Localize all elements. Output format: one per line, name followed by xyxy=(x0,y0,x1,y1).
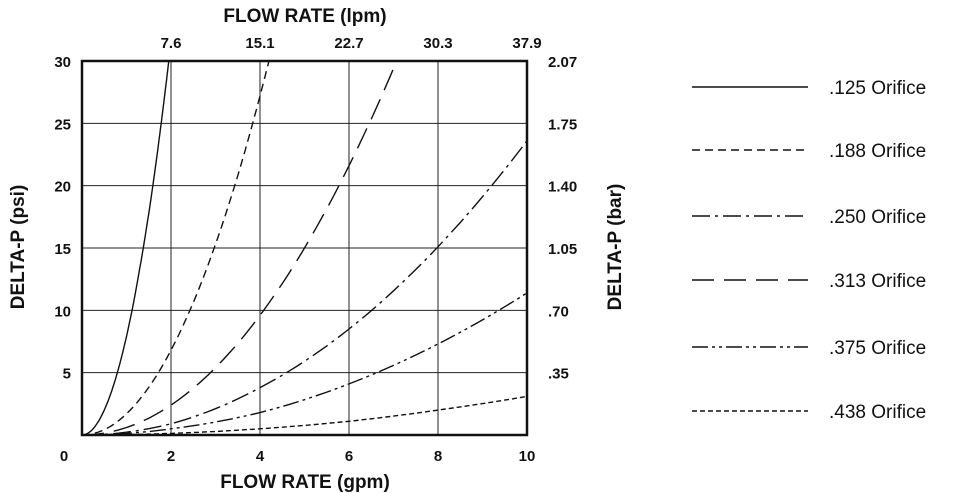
x-tick-label-top: 22.7 xyxy=(334,35,363,52)
series-line xyxy=(82,292,527,435)
x-tick-label-bottom: 2 xyxy=(167,448,175,465)
grid-lines xyxy=(82,61,527,435)
x-tick-label-top: 15.1 xyxy=(245,35,274,52)
y-tick-label-left: 15 xyxy=(54,241,71,258)
right-axis-title: DELTA-P (bar) xyxy=(605,184,626,311)
legend-label: .188 Orifice xyxy=(829,141,926,162)
x-tick-label-bottom: 4 xyxy=(256,448,265,465)
x-tick-label-bottom: 0 xyxy=(60,448,68,465)
tick-labels: 0 2 4 6 8 10 7.6 15.1 22.7 30.3 37.9 5 10 15 20 25 30 .35… xyxy=(54,35,577,465)
y-tick-label-left: 20 xyxy=(54,179,71,196)
y-tick-label-left: 30 xyxy=(54,54,71,71)
legend-label: .250 Orifice xyxy=(829,207,926,228)
y-tick-label-right: .35 xyxy=(548,366,569,383)
y-tick-label-right: .70 xyxy=(548,303,569,320)
left-axis-title: DELTA-P (psi) xyxy=(8,185,29,310)
series-line xyxy=(82,140,527,435)
y-tick-label-left: 10 xyxy=(54,303,71,320)
legend-label: .375 Orifice xyxy=(829,338,926,359)
x-tick-label-bottom: 10 xyxy=(519,448,536,465)
series-line xyxy=(82,61,170,435)
legend-label: .125 Orifice xyxy=(829,78,926,99)
legend-label: .313 Orifice xyxy=(829,271,926,292)
top-axis-title: FLOW RATE (lpm) xyxy=(223,6,386,27)
x-tick-label-bottom: 8 xyxy=(434,448,442,465)
y-tick-label-right: 2.07 xyxy=(548,54,577,71)
x-tick-label-bottom: 6 xyxy=(345,448,353,465)
plot-frame xyxy=(80,59,529,437)
y-tick-label-left: 5 xyxy=(63,366,71,383)
x-tick-label-top: 30.3 xyxy=(423,35,452,52)
series-line xyxy=(82,68,395,435)
bottom-axis-title: FLOW RATE (gpm) xyxy=(220,472,390,493)
y-tick-label-right: 1.40 xyxy=(548,179,577,196)
legend-label: .438 Orifice xyxy=(829,402,926,423)
x-tick-label-top: 7.6 xyxy=(161,35,182,52)
x-tick-label-top: 37.9 xyxy=(512,35,541,52)
y-tick-label-left: 25 xyxy=(54,116,71,133)
legend: .125 Orifice .188 Orifice .250 Orifice .313… xyxy=(692,78,926,423)
y-tick-label-right: 1.05 xyxy=(548,241,577,258)
y-tick-label-right: 1.75 xyxy=(548,116,577,133)
